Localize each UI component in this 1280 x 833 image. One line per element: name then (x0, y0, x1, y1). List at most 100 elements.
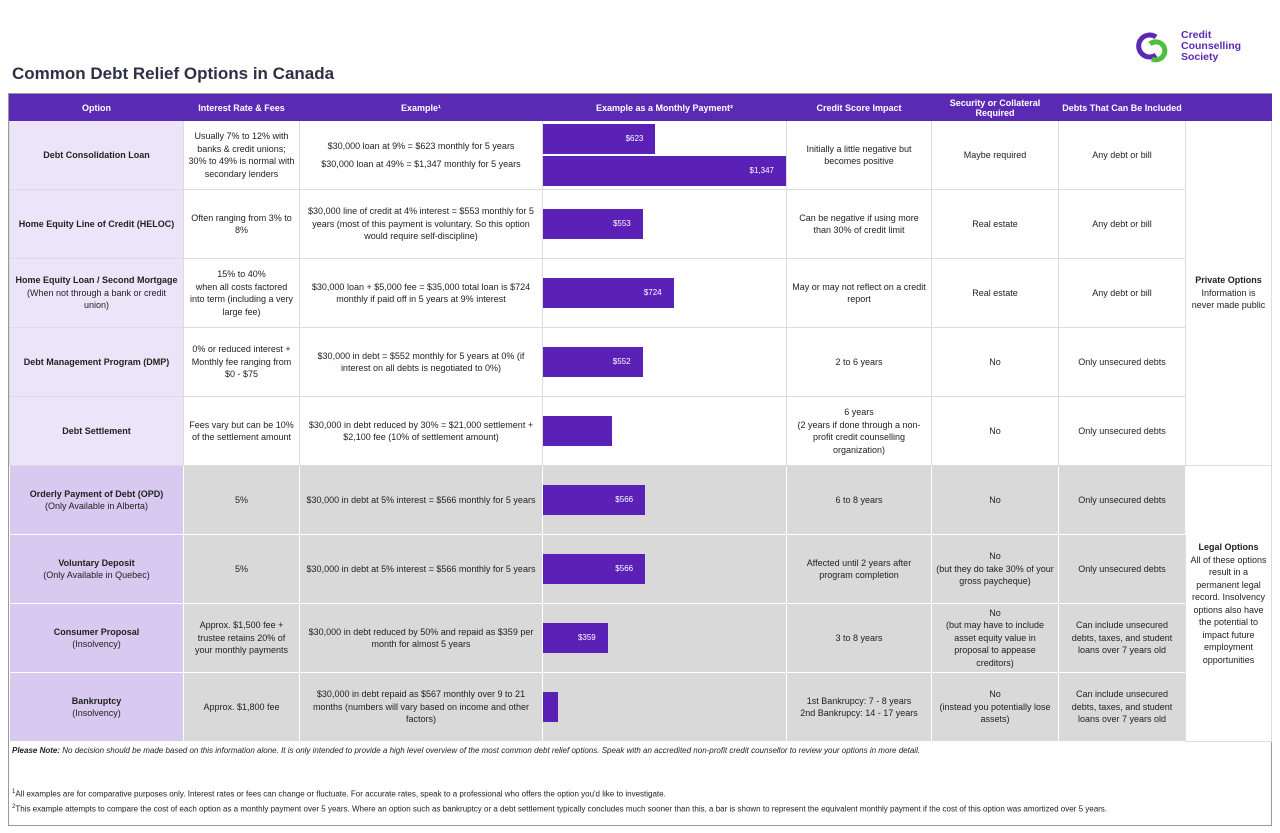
example-text: $30,000 in debt at 5% interest = $566 mo… (306, 494, 536, 505)
payment-bar: $566 (543, 554, 646, 584)
rate-cell: 0% or reduced interest + Monthly fee ran… (183, 327, 300, 397)
table-row: Home Equity Line of Credit (HELOC) Often … (9, 189, 1272, 259)
security-cell: Real estate (931, 258, 1059, 328)
column-header: Example as a Monthly Payment² (542, 94, 787, 121)
logo-line: Counselling (1181, 40, 1242, 52)
bar-label: $553 (612, 219, 631, 228)
option-name: Orderly Payment of Debt (OPD) (29, 488, 164, 499)
payment-bar: $1,347 (543, 156, 786, 186)
example-cell: $30,000 in debt reduced by 50% and repai… (299, 603, 543, 673)
group-title: Private Options (1195, 275, 1262, 286)
credit-cell: 2 to 6 years (786, 327, 932, 397)
example-text: $30,000 in debt reduced by 30% = $21,000… (308, 419, 534, 443)
header-row: Option Interest Rate & Fees Example¹ Exampl… (9, 94, 1272, 121)
bar-cell: $724 (542, 258, 787, 328)
security-cell: No (but they do take 30% of your gross p… (931, 534, 1059, 604)
rate-cell: 5% (183, 534, 300, 604)
debts-cell: Any debt or bill (1058, 189, 1186, 259)
option-cell: Home Equity Loan / Second Mortgage (When … (9, 258, 184, 328)
footnote-mark: 2 (12, 803, 16, 810)
bar-label: $623 (625, 134, 644, 143)
debts-cell: Only unsecured debts (1058, 534, 1186, 604)
option-note: (Only Available in Alberta) (45, 501, 148, 511)
option-name: Consumer Proposal (53, 626, 140, 637)
example-cell: $30,000 loan at 9% = $623 monthly for 5 … (299, 120, 543, 190)
payment-bar (543, 416, 613, 446)
debts-cell: Only unsecured debts (1058, 327, 1186, 397)
payment-bar: $553 (543, 209, 643, 239)
credit-cell: 6 years (2 years if done through a non-p… (786, 396, 932, 466)
footnote-mark: 1 (12, 789, 16, 795)
bar-cell (542, 672, 787, 742)
option-cell: Consumer Proposal (Insolvency) (9, 603, 184, 673)
security-cell: Real estate (931, 189, 1059, 259)
group-text: All of these options result in a permane… (1190, 554, 1267, 665)
option-name: Bankruptcy (71, 695, 122, 706)
column-header: Debts That Can Be Included (1058, 94, 1186, 121)
payment-bar: $623 (543, 124, 656, 154)
logo-line: Credit (1181, 29, 1212, 41)
table-row: Consumer Proposal (Insolvency) Approx. $1,… (9, 603, 1272, 673)
example-text: $30,000 loan at 49% = $1,347 monthly for… (321, 159, 521, 169)
bar-cell: $566 (542, 534, 787, 604)
option-note: (Only Available in Quebec) (43, 570, 150, 580)
example-text: $30,000 loan at 9% = $623 monthly for 5 … (327, 140, 515, 151)
options-table: Option Interest Rate & Fees Example¹ Exampl… (9, 94, 1272, 742)
bar-cell (542, 396, 787, 466)
example-cell: $30,000 in debt repaid as $567 monthly o… (299, 672, 543, 742)
option-cell: Debt Settlement (9, 396, 184, 466)
example-cell: $30,000 in debt at 5% interest = $566 mo… (299, 465, 543, 535)
table-row: Debt Settlement Fees vary but can be 10% … (9, 396, 1272, 466)
rate-cell: Usually 7% to 12% with banks & credit un… (183, 120, 300, 190)
bar-label: $566 (615, 495, 634, 504)
debts-cell: Can include unsecured debts, taxes, and … (1058, 672, 1186, 742)
example-cell: $30,000 in debt at 5% interest = $566 mo… (299, 534, 543, 604)
debts-cell: Can include unsecured debts, taxes, and … (1058, 603, 1186, 673)
table-row: Debt Consolidation Loan Usually 7% to 12%… (9, 120, 1272, 466)
footnotes: 1All examples are for comparative purpos… (12, 786, 1107, 815)
option-cell: Orderly Payment of Debt (OPD) (Only Avail… (9, 465, 184, 535)
credit-cell: Initially a little negative but becomes … (786, 120, 932, 190)
column-header: Credit Score Impact (786, 94, 932, 121)
footnote: 1All examples are for comparative purpos… (12, 786, 1107, 801)
option-name: Debt Management Program (DMP) (23, 356, 170, 367)
group-text: Information is never made public (1191, 287, 1266, 311)
option-note: (When not through a bank or credit union… (26, 287, 167, 311)
bar-cell: $566 (542, 465, 787, 535)
column-header: Option (9, 94, 184, 121)
payment-bar: $724 (543, 278, 674, 308)
logo-line: Society (1181, 51, 1219, 63)
debts-cell: Only unsecured debts (1058, 396, 1186, 466)
debts-cell: Any debt or bill (1058, 120, 1186, 190)
payment-bar (543, 692, 558, 722)
option-name: Debt Consolidation Loan (43, 149, 150, 160)
group-cell: Legal Options All of these options result… (1185, 465, 1272, 742)
payment-bar: $552 (543, 347, 643, 377)
security-cell: No (931, 327, 1059, 397)
note-text: No decision should be made based on this… (62, 746, 921, 755)
column-header: Example¹ (299, 94, 543, 121)
logo-text: Credit Counselling Society (1181, 30, 1241, 63)
option-cell: Debt Management Program (DMP) (9, 327, 184, 397)
rate-cell: 15% to 40% when all costs factored into … (183, 258, 300, 328)
bar-cell: $623 $1,347 (542, 120, 787, 190)
note-label: Please Note: (12, 746, 61, 755)
example-text: $30,000 in debt repaid as $567 monthly o… (312, 689, 530, 725)
example-text: $30,000 in debt = $552 monthly for 5 yea… (317, 350, 525, 374)
security-cell: No (931, 396, 1059, 466)
table-row: Bankruptcy (Insolvency) Approx. $1,800 fee… (9, 672, 1272, 742)
credit-cell: 3 to 8 years (786, 603, 932, 673)
bar-label: $359 (577, 633, 596, 642)
footnote-text: All examples are for comparative purpose… (15, 789, 666, 799)
logo-mark (1136, 32, 1168, 63)
payment-bar: $566 (543, 485, 646, 515)
debts-cell: Only unsecured debts (1058, 465, 1186, 535)
bar-cell: $553 (542, 189, 787, 259)
page-title: Common Debt Relief Options in Canada (12, 64, 335, 83)
column-header: Interest Rate & Fees (183, 94, 300, 121)
table-row: Home Equity Loan / Second Mortgage (When … (9, 258, 1272, 328)
column-header-blank (1185, 94, 1272, 121)
bar-label: $552 (612, 357, 631, 366)
table-row: Voluntary Deposit (Only Available in Queb… (9, 534, 1272, 604)
